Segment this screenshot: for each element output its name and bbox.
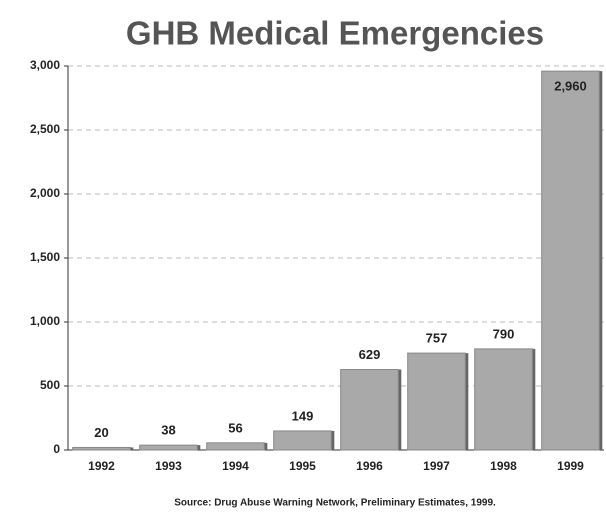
- bar: [206, 442, 265, 451]
- bar: [273, 430, 332, 451]
- x-tick-label: 1994: [222, 459, 249, 473]
- data-label: 149: [292, 408, 314, 423]
- data-label: 757: [426, 331, 448, 346]
- y-tick-label: 2,500: [30, 122, 60, 136]
- data-label: 20: [94, 425, 108, 440]
- bar: [340, 368, 399, 451]
- source-note: Source: Drug Abuse Warning Network, Prel…: [174, 498, 496, 509]
- chart-title: GHB Medical Emergencies: [126, 15, 544, 52]
- x-tick-label: 1999: [557, 459, 584, 473]
- y-tick-label: 3,000: [30, 58, 60, 72]
- data-label: 2,960: [554, 79, 587, 94]
- data-label: 629: [359, 347, 381, 362]
- y-tick-label: 2,000: [30, 186, 60, 200]
- y-tick-label: 1,500: [30, 250, 60, 264]
- data-label: 790: [493, 326, 515, 341]
- x-tick-label: 1997: [423, 459, 450, 473]
- x-tick-label: 1996: [356, 459, 383, 473]
- y-tick-label: 1,000: [30, 314, 60, 328]
- x-tick-label: 1993: [155, 459, 182, 473]
- data-label: 38: [161, 423, 175, 438]
- x-tick-label: 1998: [490, 459, 517, 473]
- bar: [72, 446, 131, 451]
- bar: [541, 70, 600, 451]
- bar: [407, 352, 466, 451]
- y-tick-label: 0: [53, 442, 60, 456]
- x-tick-label: 1995: [289, 459, 316, 473]
- x-tick-label: 1992: [88, 459, 115, 473]
- bar: [474, 348, 533, 451]
- data-label: 56: [228, 420, 242, 435]
- bar: [139, 444, 198, 451]
- y-tick-label: 500: [40, 378, 60, 392]
